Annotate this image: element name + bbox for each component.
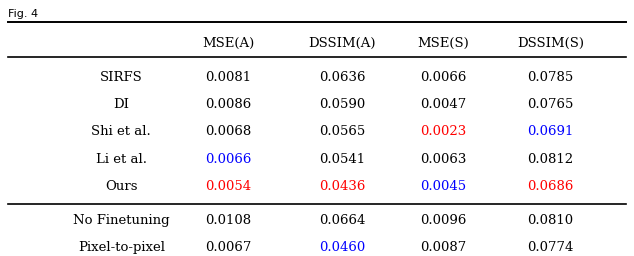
Text: 0.0096: 0.0096 [420,214,467,227]
Text: 0.0047: 0.0047 [420,98,467,111]
Text: 0.0067: 0.0067 [205,241,252,254]
Text: Li et al.: Li et al. [96,153,147,166]
Text: 0.0087: 0.0087 [420,241,467,254]
Text: 0.0436: 0.0436 [319,180,365,193]
Text: 0.0086: 0.0086 [205,98,252,111]
Text: 0.0066: 0.0066 [205,153,252,166]
Text: SIRFS: SIRFS [100,71,143,84]
Text: 0.0023: 0.0023 [420,125,467,138]
Text: 0.0081: 0.0081 [205,71,252,84]
Text: 0.0765: 0.0765 [527,98,574,111]
Text: DSSIM(S): DSSIM(S) [517,37,584,50]
Text: MSE(A): MSE(A) [202,37,255,50]
Text: 0.0812: 0.0812 [527,153,574,166]
Text: 0.0664: 0.0664 [319,214,365,227]
Text: Shi et al.: Shi et al. [91,125,151,138]
Text: 0.0063: 0.0063 [420,153,467,166]
Text: 0.0108: 0.0108 [205,214,252,227]
Text: No Finetuning: No Finetuning [73,214,170,227]
Text: 0.0460: 0.0460 [319,241,365,254]
Text: 0.0054: 0.0054 [205,180,252,193]
Text: MSE(S): MSE(S) [417,37,469,50]
Text: Fig. 4: Fig. 4 [8,9,38,19]
Text: 0.0691: 0.0691 [527,125,574,138]
Text: 0.0774: 0.0774 [527,241,574,254]
Text: 0.0590: 0.0590 [319,98,365,111]
Text: 0.0565: 0.0565 [319,125,365,138]
Text: DI: DI [113,98,129,111]
Text: 0.0068: 0.0068 [205,125,252,138]
Text: 0.0686: 0.0686 [527,180,574,193]
Text: 0.0785: 0.0785 [527,71,574,84]
Text: DSSIM(A): DSSIM(A) [309,37,376,50]
Text: 0.0045: 0.0045 [420,180,466,193]
Text: Ours: Ours [105,180,138,193]
Text: 0.0066: 0.0066 [420,71,467,84]
Text: 0.0810: 0.0810 [527,214,574,227]
Text: 0.0541: 0.0541 [319,153,365,166]
Text: 0.0636: 0.0636 [319,71,365,84]
Text: Pixel-to-pixel: Pixel-to-pixel [78,241,165,254]
